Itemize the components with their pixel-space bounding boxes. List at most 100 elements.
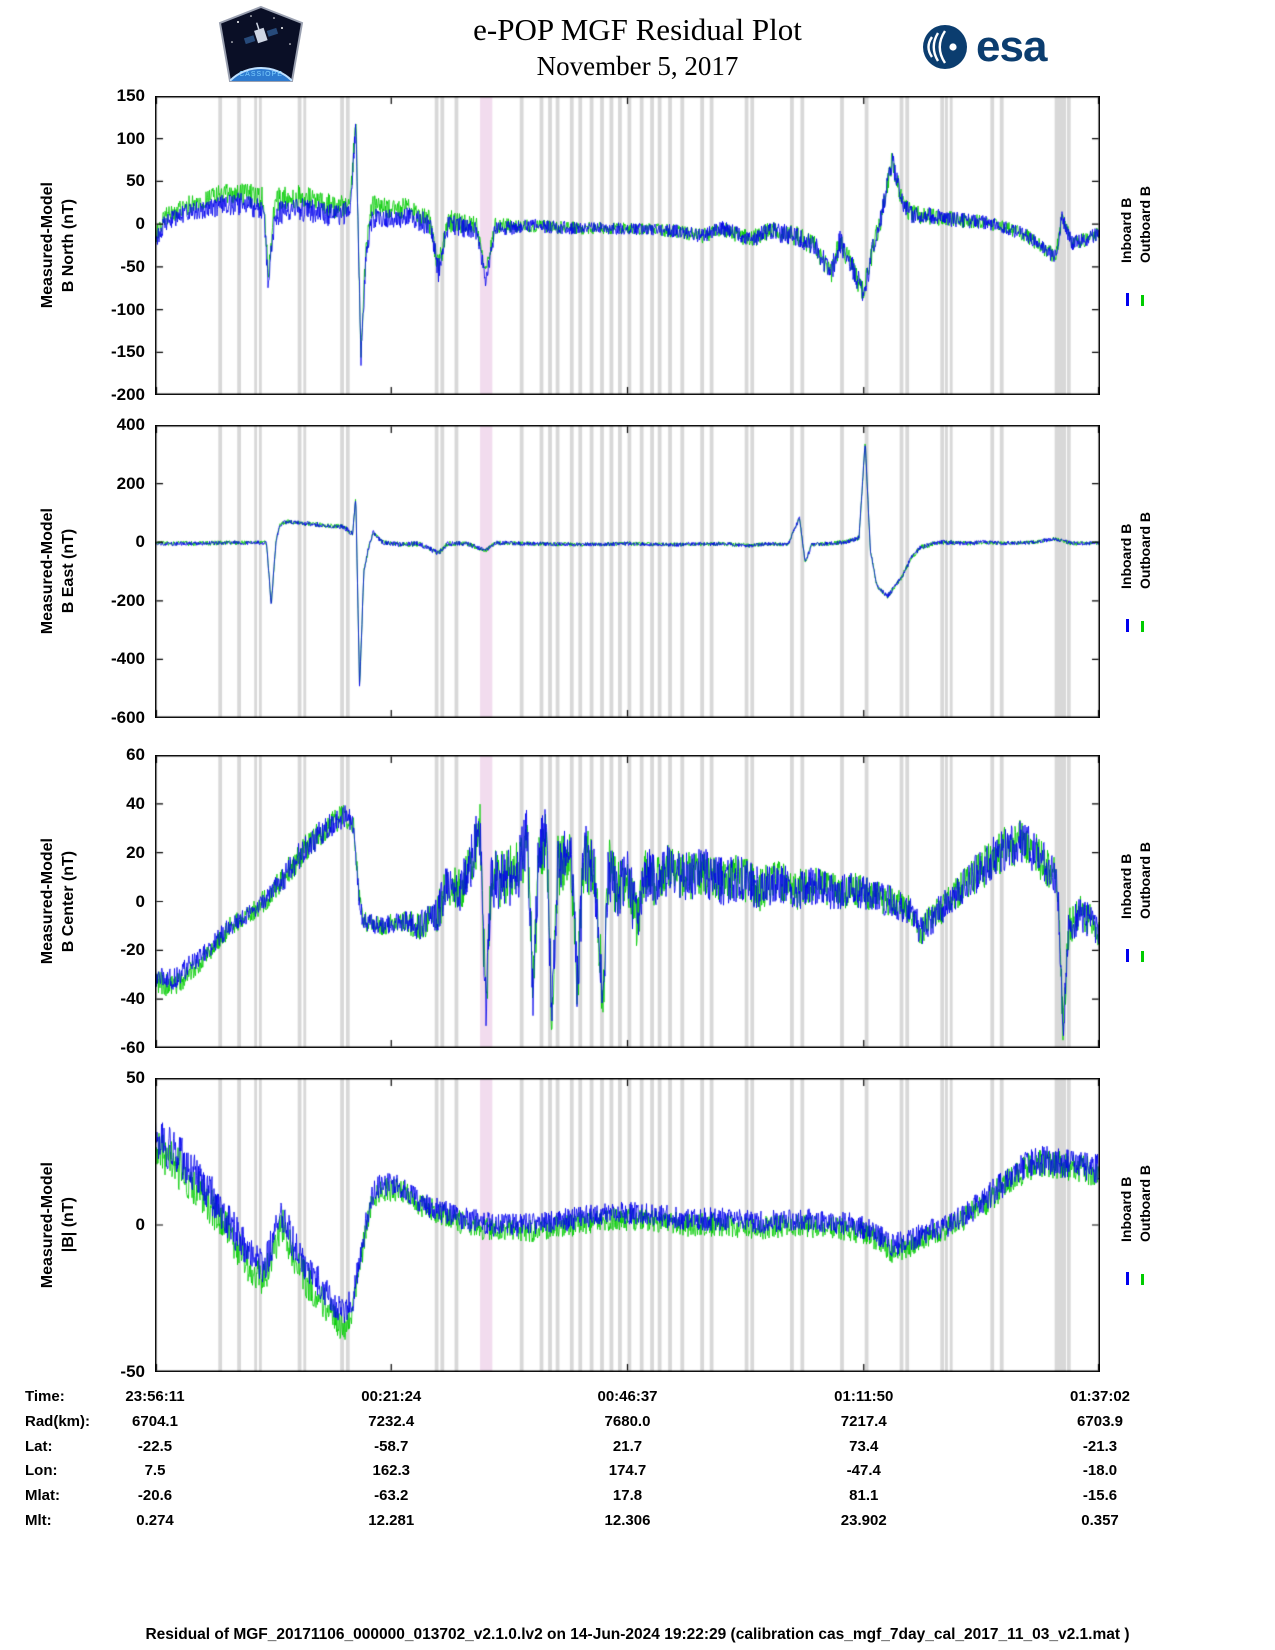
table-value: 17.8: [612, 1487, 643, 1505]
outboard-line-swatch: [1141, 950, 1144, 962]
page-date: November 5, 2017: [536, 51, 739, 81]
y-axis-label: Measured-Model |B| (nT): [38, 1078, 80, 1372]
outboard-line-swatch: [1141, 294, 1144, 306]
y-tick-label: -200: [110, 385, 145, 404]
legend-inboard-label: Inboard B: [1117, 523, 1134, 589]
chart-panel-b-magnitude: Measured-Model |B| (nT) 50 0 -50 Inboard B…: [0, 1068, 1275, 1381]
y-tick-labels: 60 40 20 0 -20 -40 -60: [98, 745, 150, 1057]
y-tick-label: 150: [116, 86, 145, 105]
y-axis-label-line2: B Center (nT): [59, 850, 77, 953]
y-tick-label: -60: [120, 1038, 145, 1057]
table-value: 0.357: [1081, 1512, 1119, 1529]
inboard-line-swatch: [1126, 948, 1129, 962]
y-axis-label-line1: Measured-Model: [39, 1161, 56, 1289]
y-tick-labels: 50 0 -50: [98, 1068, 150, 1381]
table-value: 6704.1: [132, 1412, 178, 1430]
table-row: Time: 23:56:11 00:21:24 00:46:37 01:11:50 01:…: [0, 1388, 1275, 1413]
outboard-line-swatch: [1141, 1274, 1144, 1285]
table-row: Lon: 7.5 162.3 174.7 -47.4 -18.0: [0, 1462, 1275, 1487]
plot-canvas: [155, 96, 1100, 395]
y-tick-label: -600: [110, 708, 145, 727]
inboard-line-swatch: [1126, 292, 1129, 306]
legend-outboard-label: Outboard B: [1136, 1165, 1153, 1242]
table-value: 00:46:37: [597, 1388, 658, 1405]
table-row: Mlat: -20.6 -63.2 17.8 81.1 -15.6: [0, 1487, 1275, 1512]
plot-area: [155, 755, 1100, 1048]
table-value: 21.7: [612, 1437, 643, 1455]
y-axis-label-line2: B East (nT): [59, 529, 77, 614]
table-row: Rad(km): 6704.1 7232.4 7680.0 7217.4 6703.9: [0, 1413, 1275, 1438]
y-tick-label: 200: [116, 473, 145, 493]
y-tick-label: 20: [126, 842, 145, 862]
table-value: -15.6: [1082, 1487, 1118, 1505]
table-value: 12.306: [604, 1512, 651, 1529]
table-value: 7232.4: [368, 1412, 415, 1430]
table-value: -63.2: [374, 1487, 409, 1505]
chart-panel-b-north: Measured-Model B North (nT) 150 100 50 0 -50…: [0, 86, 1275, 404]
row-label: Lon:: [25, 1462, 58, 1480]
y-tick-label: -400: [110, 649, 145, 669]
y-tick-label: -20: [120, 940, 145, 960]
plot-canvas: [155, 755, 1100, 1048]
legend: Inboard B Outboard B: [1104, 425, 1166, 718]
cassiope-patch-text: CASSIOPE: [239, 71, 283, 78]
esa-logo: esa: [922, 22, 1047, 71]
table-value: 162.3: [372, 1462, 411, 1480]
table-value: 01:11:50: [834, 1388, 894, 1405]
cassiope-patch-icon: CASSIOPE: [218, 5, 304, 82]
plot-canvas: [155, 1078, 1100, 1372]
table-value: 7.5: [144, 1462, 166, 1480]
legend: Inboard B Outboard B: [1104, 96, 1166, 395]
y-tick-label: -150: [110, 342, 145, 362]
y-axis-label-line2: |B| (nT): [59, 1197, 77, 1253]
legend-inboard-label: Inboard B: [1117, 197, 1134, 263]
table-row: Lat: -22.5 -58.7 21.7 73.4 -21.3: [0, 1438, 1275, 1463]
y-tick-label: 100: [116, 128, 145, 148]
table-value: 12.281: [368, 1512, 415, 1529]
y-tick-label: 0: [135, 891, 145, 911]
table-value: 23.902: [840, 1512, 887, 1529]
y-tick-label: -50: [120, 256, 145, 276]
y-tick-label: 0: [135, 214, 145, 234]
row-label: Rad(km):: [25, 1412, 91, 1430]
legend-inboard-label: Inboard B: [1117, 1176, 1134, 1242]
chart-panel-b-east: Measured-Model B East (nT) 400 200 0 -200 -4…: [0, 415, 1275, 727]
table-value: 00:21:24: [361, 1388, 422, 1405]
y-tick-label: -50: [120, 1362, 145, 1381]
legend-outboard-label: Outboard B: [1136, 185, 1153, 263]
table-value: 81.1: [849, 1487, 879, 1505]
legend: Inboard B Outboard B: [1104, 1078, 1166, 1372]
y-axis-label-line1: Measured-Model: [39, 508, 56, 635]
table-value: 7680.0: [604, 1412, 651, 1430]
table-value: 7217.4: [840, 1412, 887, 1430]
plot-area: [155, 96, 1100, 395]
y-axis-label-line2: B North (nT): [59, 198, 77, 293]
legend-inboard-label: Inboard B: [1117, 853, 1134, 919]
ephemeris-table: Time: 23:56:11 00:21:24 00:46:37 01:11:50 01:…: [0, 1388, 1275, 1542]
table-value: -20.6: [137, 1487, 173, 1505]
y-tick-label: 60: [126, 745, 145, 764]
table-value: 01:37:02: [1069, 1388, 1131, 1405]
table-value: 6703.9: [1077, 1412, 1123, 1430]
plot-area: [155, 1078, 1100, 1372]
cassiope-mission-logo: CASSIOPE: [216, 4, 306, 97]
title-block: e-POP MGF Residual Plot November 5, 2017: [0, 12, 1275, 82]
table-value: -47.4: [846, 1462, 881, 1480]
table-value: -21.3: [1082, 1437, 1118, 1455]
inboard-line-swatch: [1126, 1272, 1129, 1285]
y-tick-label: -100: [110, 299, 145, 319]
legend-outboard-label: Outboard B: [1136, 841, 1153, 919]
y-tick-label: 50: [126, 171, 145, 191]
y-axis-label-line1: Measured-Model: [39, 182, 56, 309]
table-row: Mlt: 0.274 12.281 12.306 23.902 0.357: [0, 1512, 1275, 1537]
esa-wordmark: esa: [976, 22, 1047, 71]
y-axis-label-line1: Measured-Model: [39, 838, 56, 965]
satellite-icon: [243, 22, 279, 45]
table-value: 174.7: [608, 1462, 647, 1480]
legend-outboard-label: Outboard B: [1136, 511, 1153, 589]
outboard-line-swatch: [1141, 620, 1144, 632]
y-tick-label: 0: [135, 1215, 145, 1234]
chart-panel-b-center: Measured-Model B Center (nT) 60 40 20 0 -20 -…: [0, 745, 1275, 1057]
row-label: Mlat:: [25, 1487, 60, 1505]
